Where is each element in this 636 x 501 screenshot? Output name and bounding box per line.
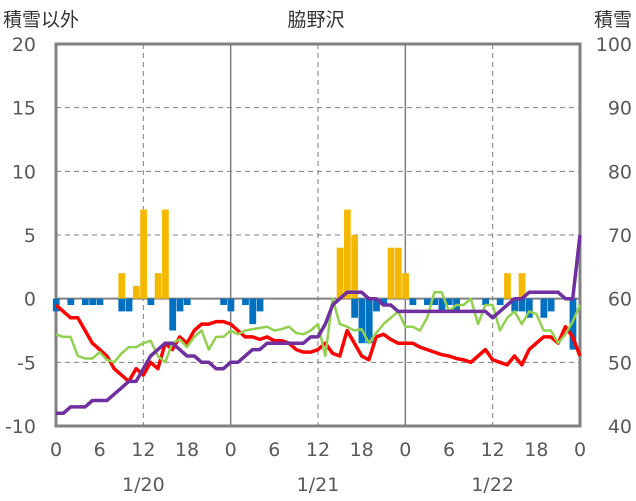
series-line-2	[54, 303, 582, 384]
bar-1	[358, 298, 366, 344]
bar-0	[140, 209, 147, 299]
bar-1	[438, 298, 446, 312]
bar-0	[402, 273, 409, 299]
x-tick-label: 18	[350, 439, 374, 461]
bar-1	[540, 298, 548, 318]
date-label: 1/22	[471, 474, 514, 496]
right-tick-label: 40	[608, 416, 632, 438]
bar-1	[569, 298, 577, 350]
bar-0	[154, 273, 162, 299]
x-tick-label: 12	[306, 439, 330, 461]
bar-1	[147, 298, 155, 306]
right-tick-label: 50	[608, 352, 632, 374]
bar-1	[89, 298, 97, 306]
bar-0	[132, 285, 140, 299]
bar-1	[81, 298, 89, 306]
left-tick-label: 5	[24, 225, 36, 247]
bar-1	[242, 298, 249, 306]
bar-0	[518, 273, 526, 299]
x-tick-label: 12	[131, 439, 155, 461]
bar-1	[249, 298, 257, 325]
bar-1	[227, 298, 235, 312]
x-tick-label: 6	[268, 439, 280, 461]
series-line-4	[56, 234, 582, 416]
bar-1	[482, 298, 490, 306]
left-tick-label: 15	[12, 98, 36, 120]
bar-0	[162, 209, 169, 299]
right-tick-label: 100	[596, 34, 632, 56]
left-tick-label: -5	[17, 352, 36, 374]
bar-1	[511, 298, 519, 312]
left-axis-title: 積雪以外	[3, 9, 79, 31]
bar-0	[351, 235, 359, 299]
bar-1	[424, 298, 431, 306]
right-axis-title: 積雪	[594, 9, 632, 31]
bar-0	[387, 247, 395, 299]
bar-1	[373, 298, 380, 312]
left-tick-label: 0	[24, 289, 36, 311]
bar-1	[169, 298, 177, 331]
bars-group	[52, 209, 577, 350]
series-line-3	[55, 291, 582, 364]
x-tick-label: 0	[50, 439, 62, 461]
right-tick-label: 60	[608, 289, 632, 311]
bar-1	[118, 298, 126, 312]
x-tick-label: 0	[399, 439, 411, 461]
bar-1	[67, 298, 75, 306]
lines-group	[54, 234, 582, 416]
bar-1	[431, 298, 439, 306]
x-tick-label: 18	[524, 439, 548, 461]
bar-1	[445, 298, 453, 306]
bar-1	[518, 298, 526, 312]
bar-1	[176, 298, 184, 312]
bar-0	[504, 273, 511, 299]
date-label: 1/20	[122, 474, 165, 496]
bar-1	[380, 298, 388, 306]
bar-1	[365, 298, 373, 344]
bar-1	[183, 298, 191, 306]
bar-1	[496, 298, 504, 306]
bar-1	[409, 298, 417, 306]
bar-0	[336, 247, 344, 299]
bar-0	[394, 247, 402, 299]
x-tick-label: 0	[225, 439, 237, 461]
left-tick-label: 10	[12, 161, 36, 183]
x-tick-label: 6	[94, 439, 106, 461]
bar-1	[351, 298, 359, 318]
bar-1	[96, 298, 104, 306]
bar-1	[525, 298, 533, 318]
bar-1	[125, 298, 133, 312]
left-tick-label: -10	[5, 416, 36, 438]
bar-1	[220, 298, 228, 306]
x-tick-label: 0	[574, 439, 586, 461]
bar-1	[256, 298, 264, 312]
bar-0	[343, 209, 351, 299]
x-tick-label: 18	[175, 439, 199, 461]
right-tick-label: 80	[608, 161, 632, 183]
x-tick-label: 12	[481, 439, 505, 461]
bar-1	[547, 298, 555, 312]
bar-0	[118, 273, 126, 299]
left-tick-label: 20	[12, 34, 36, 56]
x-tick-label: 6	[443, 439, 455, 461]
right-tick-label: 90	[608, 98, 632, 120]
date-label: 1/21	[297, 474, 340, 496]
right-tick-label: 70	[608, 225, 632, 247]
chart-title: 脇野沢	[287, 9, 344, 31]
